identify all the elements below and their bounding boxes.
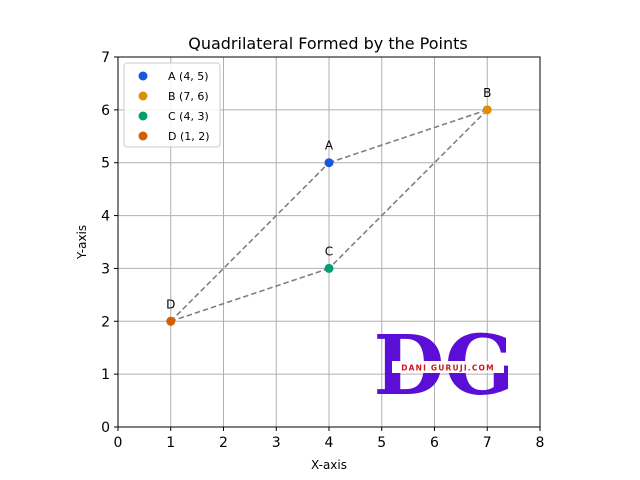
data-points bbox=[166, 105, 492, 326]
point-label-D: D bbox=[166, 297, 175, 311]
y-tick-label-4: 4 bbox=[101, 209, 110, 225]
y-tick-label-1: 1 bbox=[101, 367, 110, 383]
legend-marker-D bbox=[138, 131, 148, 141]
point-C bbox=[324, 263, 334, 273]
x-tick-label-7: 7 bbox=[483, 435, 492, 451]
legend-box bbox=[123, 62, 221, 148]
x-tick-label-6: 6 bbox=[430, 435, 439, 451]
legend-entry-C: C (4, 3) bbox=[168, 110, 209, 123]
watermark-text: DANI GURUJI.COM bbox=[401, 364, 495, 373]
point-label-B: B bbox=[483, 86, 491, 100]
y-tick-label-7: 7 bbox=[101, 50, 110, 66]
watermark-logo: DG DANI GURUJI.COM bbox=[373, 318, 514, 414]
x-tick-label-5: 5 bbox=[377, 435, 386, 451]
y-tick-label-2: 2 bbox=[101, 314, 110, 330]
legend-entry-B: B (7, 6) bbox=[168, 90, 209, 103]
edge-AB bbox=[328, 109, 488, 164]
edge-BC bbox=[328, 109, 488, 269]
x-tick-label-4: 4 bbox=[325, 435, 334, 451]
legend-marker-C bbox=[138, 111, 148, 121]
watermark-band bbox=[392, 361, 504, 373]
quadrilateral-outline bbox=[170, 109, 488, 323]
x-tick-label-1: 1 bbox=[166, 435, 175, 451]
legend-entry-D: D (1, 2) bbox=[168, 130, 210, 143]
axis-ticks: 0 1 2 3 4 5 6 7 8 0 1 2 3 4 5 6 7 bbox=[101, 50, 544, 451]
point-A bbox=[324, 158, 334, 168]
point-label-A: A bbox=[325, 139, 334, 153]
x-tick-label-8: 8 bbox=[536, 435, 545, 451]
y-axis-label: Y-axis bbox=[75, 225, 89, 260]
edge-DA bbox=[170, 162, 330, 322]
y-tick-label-5: 5 bbox=[101, 156, 110, 172]
point-labels: A B C D bbox=[166, 86, 491, 311]
x-tick-label-2: 2 bbox=[219, 435, 228, 451]
legend-entry-A: A (4, 5) bbox=[168, 70, 209, 83]
edge-CD bbox=[170, 267, 330, 323]
point-D bbox=[166, 316, 176, 326]
legend-marker-B bbox=[138, 91, 148, 101]
y-tick-label-0: 0 bbox=[101, 420, 110, 436]
legend: A (4, 5) B (7, 6) C (4, 3) D (1, 2) bbox=[123, 62, 221, 148]
y-tick-label-3: 3 bbox=[101, 261, 110, 277]
point-B bbox=[482, 105, 492, 115]
x-tick-label-3: 3 bbox=[272, 435, 281, 451]
legend-marker-A bbox=[138, 71, 148, 81]
x-axis-label: X-axis bbox=[311, 458, 347, 472]
point-label-C: C bbox=[325, 244, 333, 258]
chart-title: Quadrilateral Formed by the Points bbox=[188, 34, 468, 53]
x-tick-label-0: 0 bbox=[114, 435, 123, 451]
y-tick-label-6: 6 bbox=[101, 103, 110, 119]
